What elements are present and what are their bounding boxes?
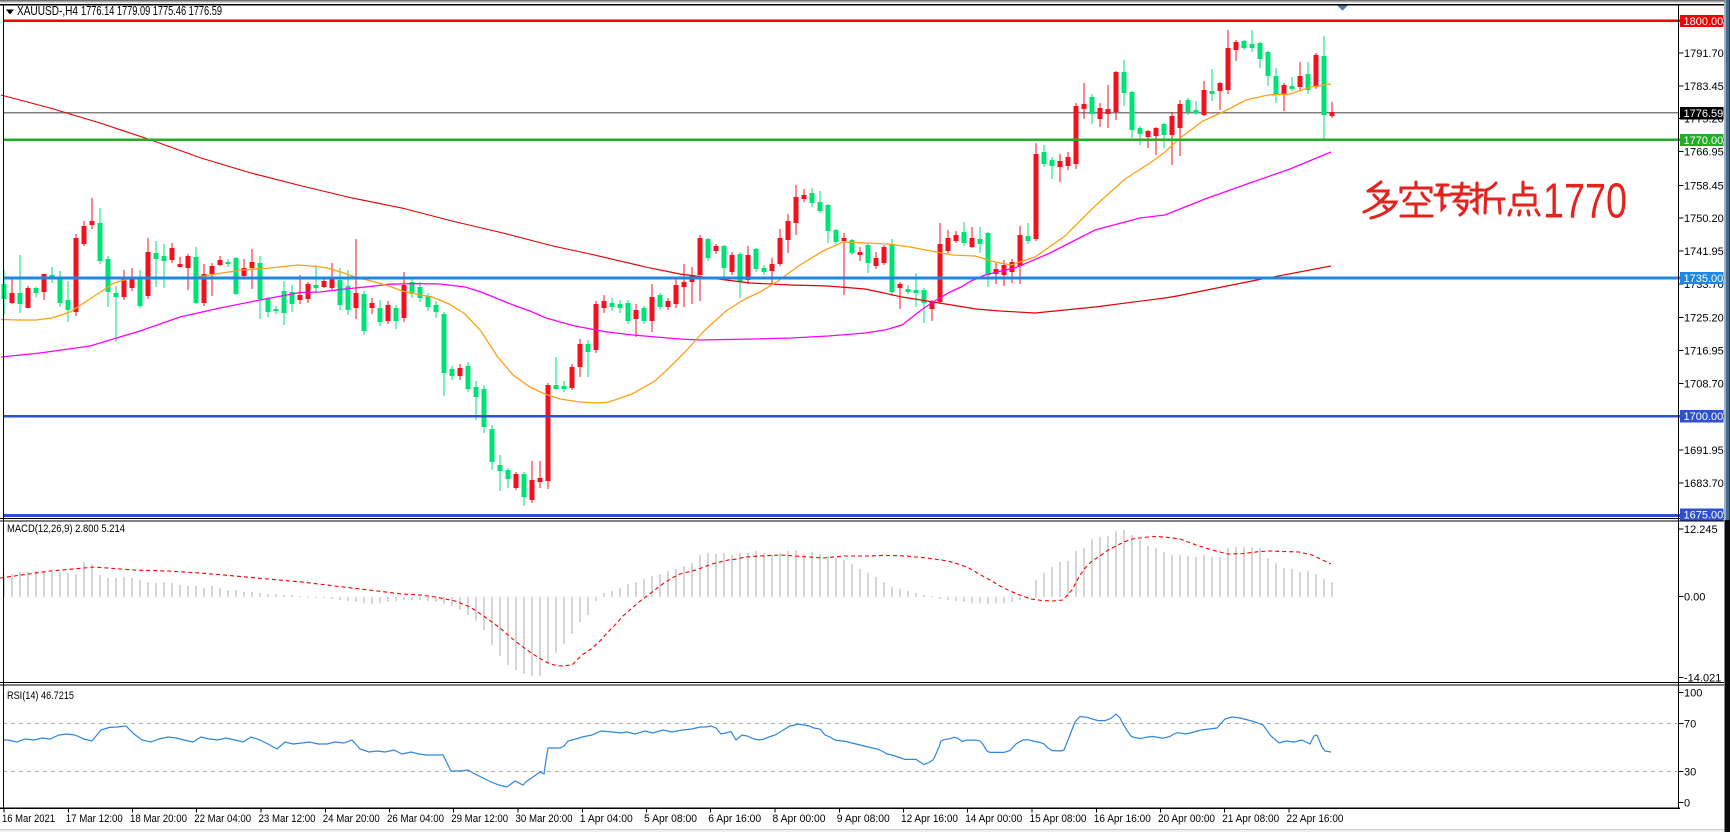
svg-text:0: 0	[1684, 798, 1690, 810]
svg-text:1776.14 1779.09 1775.46 1776.5: 1776.14 1779.09 1775.46 1776.59	[81, 3, 222, 18]
svg-text:XAUUSD-,H4: XAUUSD-,H4	[17, 3, 78, 18]
svg-text:16 Mar 2021: 16 Mar 2021	[2, 813, 55, 825]
svg-text:14 Apr 00:00: 14 Apr 00:00	[965, 813, 1022, 825]
svg-text:15 Apr 08:00: 15 Apr 08:00	[1030, 813, 1087, 825]
svg-text:23 Mar 12:00: 23 Mar 12:00	[259, 813, 316, 825]
svg-text:-14.021: -14.021	[1684, 673, 1721, 685]
svg-text:1 Apr 04:00: 1 Apr 04:00	[580, 813, 633, 825]
svg-text:22 Apr 16:00: 22 Apr 16:00	[1287, 813, 1344, 825]
svg-text:1758.45: 1758.45	[1684, 180, 1724, 192]
svg-text:1776.59: 1776.59	[1684, 108, 1724, 120]
svg-text:1708.70: 1708.70	[1684, 378, 1724, 390]
svg-text:9 Apr 08:00: 9 Apr 08:00	[837, 813, 890, 825]
svg-text:0.00: 0.00	[1684, 592, 1705, 604]
svg-text:22 Mar 04:00: 22 Mar 04:00	[194, 813, 251, 825]
svg-text:1770: 1770	[1543, 175, 1627, 229]
svg-text:1741.95: 1741.95	[1684, 246, 1724, 258]
svg-text:5 Apr 08:00: 5 Apr 08:00	[644, 813, 697, 825]
svg-text:1791.70: 1791.70	[1684, 48, 1724, 60]
svg-text:1691.95: 1691.95	[1684, 445, 1724, 457]
svg-text:21 Apr 08:00: 21 Apr 08:00	[1222, 813, 1279, 825]
svg-text:1750.20: 1750.20	[1684, 213, 1724, 225]
svg-text:12.245: 12.245	[1684, 524, 1718, 536]
svg-text:1770.00: 1770.00	[1684, 135, 1724, 147]
svg-text:24 Mar 20:00: 24 Mar 20:00	[323, 813, 380, 825]
svg-text:16 Apr 16:00: 16 Apr 16:00	[1094, 813, 1151, 825]
svg-text:1675.00: 1675.00	[1684, 510, 1724, 522]
svg-text:1700.00: 1700.00	[1684, 411, 1724, 423]
svg-text:6 Apr 16:00: 6 Apr 16:00	[708, 813, 761, 825]
svg-text:1766.95: 1766.95	[1684, 147, 1724, 159]
svg-text:1716.95: 1716.95	[1684, 346, 1724, 358]
svg-text:RSI(14) 46.7215: RSI(14) 46.7215	[7, 690, 74, 702]
svg-text:26 Mar 04:00: 26 Mar 04:00	[387, 813, 444, 825]
svg-text:MACD(12,26,9) 2.800 5.214: MACD(12,26,9) 2.800 5.214	[7, 523, 125, 535]
svg-text:1783.45: 1783.45	[1684, 81, 1724, 93]
svg-text:29 Mar 12:00: 29 Mar 12:00	[451, 813, 508, 825]
svg-text:12 Apr 16:00: 12 Apr 16:00	[901, 813, 958, 825]
svg-text:17 Mar 12:00: 17 Mar 12:00	[66, 813, 123, 825]
svg-text:70: 70	[1684, 719, 1696, 731]
svg-text:1735.00: 1735.00	[1684, 273, 1724, 285]
svg-text:1683.70: 1683.70	[1684, 478, 1724, 490]
svg-text:20 Apr 00:00: 20 Apr 00:00	[1158, 813, 1215, 825]
svg-text:1725.20: 1725.20	[1684, 313, 1724, 325]
svg-text:30: 30	[1684, 767, 1696, 779]
svg-text:8 Apr 00:00: 8 Apr 00:00	[773, 813, 826, 825]
svg-text:1800.00: 1800.00	[1684, 16, 1724, 28]
svg-text:100: 100	[1684, 688, 1702, 700]
svg-text:30 Mar 20:00: 30 Mar 20:00	[516, 813, 573, 825]
svg-text:18 Mar 20:00: 18 Mar 20:00	[130, 813, 187, 825]
